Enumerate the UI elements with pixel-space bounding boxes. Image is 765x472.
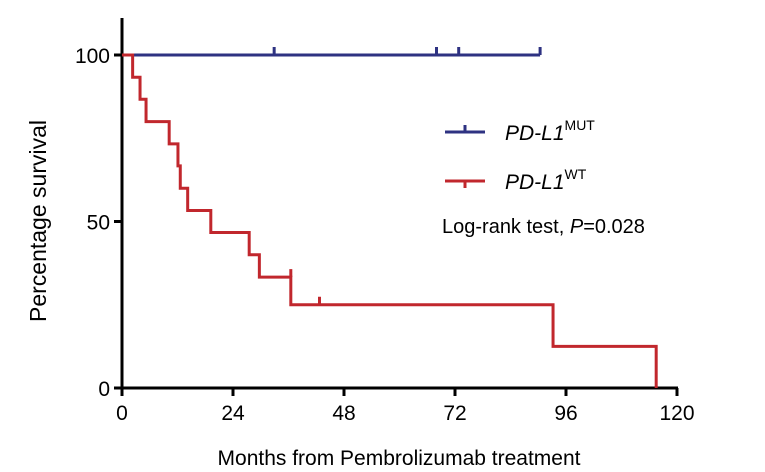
x-tick-label: 0 (116, 402, 128, 425)
x-tick-label: 24 (221, 402, 245, 425)
series-wt-curve (122, 53, 658, 388)
legend-mut-label: PD-L1 (505, 122, 565, 145)
x-tick-label: 48 (332, 402, 355, 425)
y-tick-label: 50 (87, 212, 110, 235)
legend: PD-L1MUT PD-L1WT Log-rank test, P=0.028 (442, 117, 645, 238)
x-tick-label: 72 (443, 402, 466, 425)
x-tick-label: 120 (659, 402, 694, 425)
x-tick-label: 96 (554, 402, 577, 425)
y-axis-label: Percentage survival (25, 120, 51, 322)
svg-text:PD-L1MUT: PD-L1MUT (505, 117, 595, 145)
legend-mut-sup: MUT (565, 117, 596, 133)
legend-wt-label: PD-L1 (505, 171, 565, 194)
y-tick-label: 0 (98, 378, 110, 401)
x-axis-label: Months from Pembrolizumab treatment (218, 447, 581, 470)
svg-text:PD-L1WT: PD-L1WT (505, 166, 587, 194)
logrank-annotation: Log-rank test, P=0.028 (442, 216, 645, 238)
y-tick-label: 100 (75, 45, 110, 68)
legend-wt-sup: WT (565, 166, 587, 182)
